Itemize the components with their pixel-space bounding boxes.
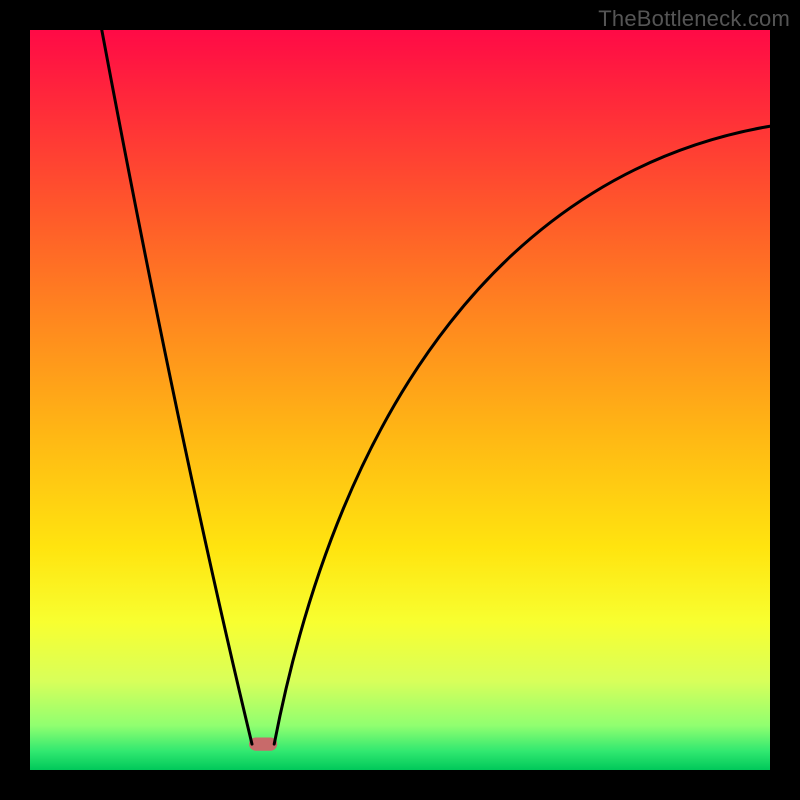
gradient-background: [30, 30, 770, 770]
chart-frame: TheBottleneck.com: [0, 0, 800, 800]
watermark-text: TheBottleneck.com: [598, 6, 790, 32]
plot-svg: [30, 30, 770, 770]
plot-area: [30, 30, 770, 770]
